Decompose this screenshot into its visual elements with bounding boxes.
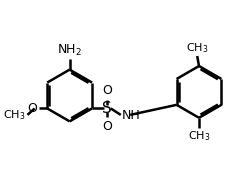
Text: O: O: [102, 84, 112, 97]
Text: S: S: [102, 101, 112, 116]
Text: CH$_3$: CH$_3$: [186, 41, 208, 55]
Text: NH: NH: [122, 109, 141, 122]
Text: O: O: [102, 120, 112, 133]
Text: CH$_3$: CH$_3$: [3, 108, 26, 122]
Text: CH$_3$: CH$_3$: [188, 129, 210, 143]
Text: NH$_2$: NH$_2$: [57, 43, 82, 58]
Text: O: O: [27, 102, 37, 115]
